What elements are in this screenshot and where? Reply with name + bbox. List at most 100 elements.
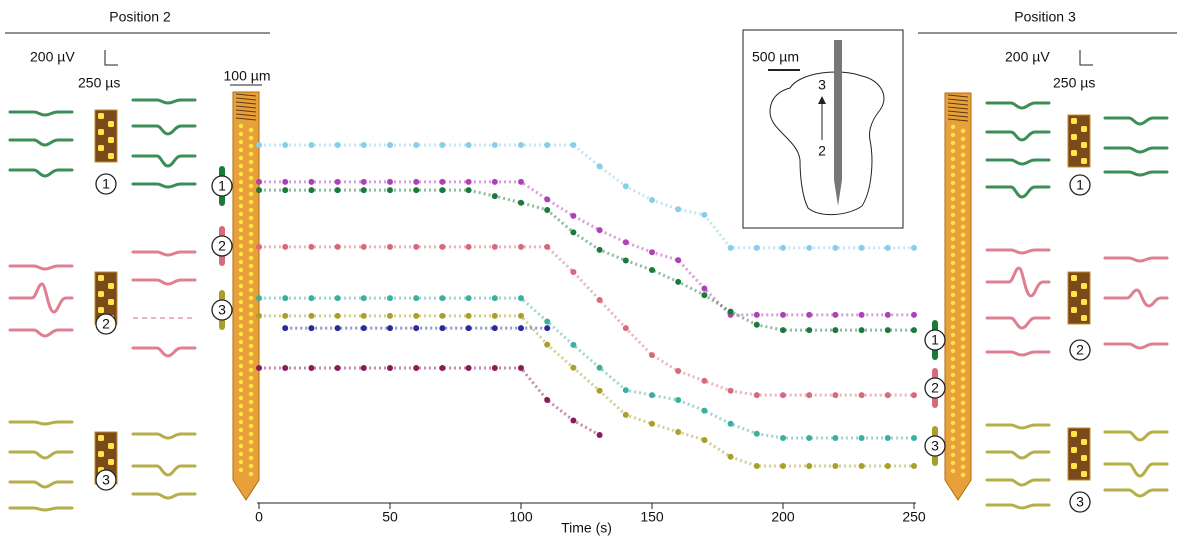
probe-site — [950, 292, 956, 298]
spike-point — [596, 297, 603, 304]
spike-point — [413, 141, 420, 148]
probe-site — [238, 155, 244, 161]
spike-point — [282, 312, 289, 319]
unit-badge — [1069, 491, 1091, 513]
waveform — [8, 506, 74, 512]
probe-site — [1071, 431, 1077, 437]
probe-site — [1081, 158, 1087, 164]
probe-site — [1081, 471, 1087, 477]
waveform — [8, 450, 74, 460]
spike-point — [596, 163, 603, 170]
spike-point — [884, 244, 891, 251]
spike-point — [701, 285, 708, 292]
spike-point — [884, 434, 891, 441]
spike-point — [570, 141, 577, 148]
spike-point — [256, 141, 262, 148]
waveform — [131, 250, 197, 257]
probe-site — [960, 240, 966, 246]
spike-point — [334, 243, 341, 250]
spike-point — [439, 295, 446, 302]
spike-point — [858, 311, 865, 318]
spike-point — [596, 432, 603, 439]
spike-point — [282, 243, 289, 250]
spike-point — [360, 187, 367, 194]
probe-site — [1081, 283, 1087, 289]
time-scale: 250 µs — [78, 75, 120, 91]
probe-site — [238, 395, 244, 401]
spike-point — [334, 187, 341, 194]
probe-site — [950, 452, 956, 458]
probe-site — [238, 387, 244, 393]
spike-point — [544, 318, 551, 325]
probe-trace — [947, 110, 969, 114]
waveform — [131, 346, 197, 358]
spike-point — [596, 364, 603, 371]
spike-point — [387, 312, 393, 319]
probe-site — [238, 283, 244, 289]
probe-site — [248, 223, 254, 229]
probe-site — [248, 303, 254, 309]
unit-label: 1 — [1076, 177, 1084, 193]
waveform — [985, 185, 1051, 199]
probe-site — [950, 276, 956, 282]
spike-point — [360, 141, 367, 148]
spike-point — [544, 397, 551, 404]
probe-site — [950, 468, 956, 474]
probe-site — [238, 363, 244, 369]
spike-point — [911, 311, 917, 318]
probe-trace — [235, 97, 257, 101]
spike-point — [256, 187, 262, 194]
waveform — [1103, 288, 1169, 308]
probe-site — [960, 168, 966, 174]
spike-point — [518, 199, 524, 206]
probe-site — [108, 153, 114, 159]
probe-site — [238, 403, 244, 409]
spike-point — [308, 178, 315, 185]
probe-site — [248, 383, 254, 389]
probe-site — [950, 412, 956, 418]
probe-site — [960, 352, 966, 358]
waveform — [985, 316, 1051, 330]
probe-site — [248, 151, 254, 157]
brain-outline — [769, 71, 885, 215]
unit-label: 3 — [218, 302, 226, 318]
probe-site — [238, 235, 244, 241]
probe-site — [238, 275, 244, 281]
probe-site — [238, 355, 244, 361]
probe-site — [950, 140, 956, 146]
probe-site — [238, 227, 244, 233]
probe-site — [238, 179, 244, 185]
probe-site — [960, 424, 966, 430]
probe-site — [248, 191, 254, 197]
spike-point — [334, 365, 341, 372]
probe-site — [950, 444, 956, 450]
spike-point — [884, 463, 891, 470]
probe-site — [950, 308, 956, 314]
spike-point — [413, 178, 420, 185]
spike-point — [518, 325, 524, 332]
unit-badge — [211, 299, 233, 321]
probe-site — [960, 408, 966, 414]
probe-site — [238, 371, 244, 377]
spike-point — [308, 243, 315, 250]
probe-site — [238, 259, 244, 265]
probe-site — [248, 239, 254, 245]
unit-badge — [95, 469, 117, 491]
probe-site — [950, 244, 956, 250]
probe-site — [248, 159, 254, 165]
probe-site — [960, 360, 966, 366]
probe-site — [238, 451, 244, 457]
probe-site — [248, 407, 254, 413]
unit-badge — [1069, 339, 1091, 361]
spike-point — [439, 243, 446, 250]
probe-trace — [235, 105, 257, 109]
probe-site — [238, 419, 244, 425]
spike-point — [727, 308, 734, 315]
spike-point — [649, 352, 655, 359]
unit-label: 3 — [1076, 494, 1084, 510]
x-tick-label: 50 — [382, 509, 398, 525]
unit-badge — [211, 175, 233, 197]
probe-site — [238, 411, 244, 417]
probe-site — [248, 175, 254, 181]
probe-site — [960, 464, 966, 470]
